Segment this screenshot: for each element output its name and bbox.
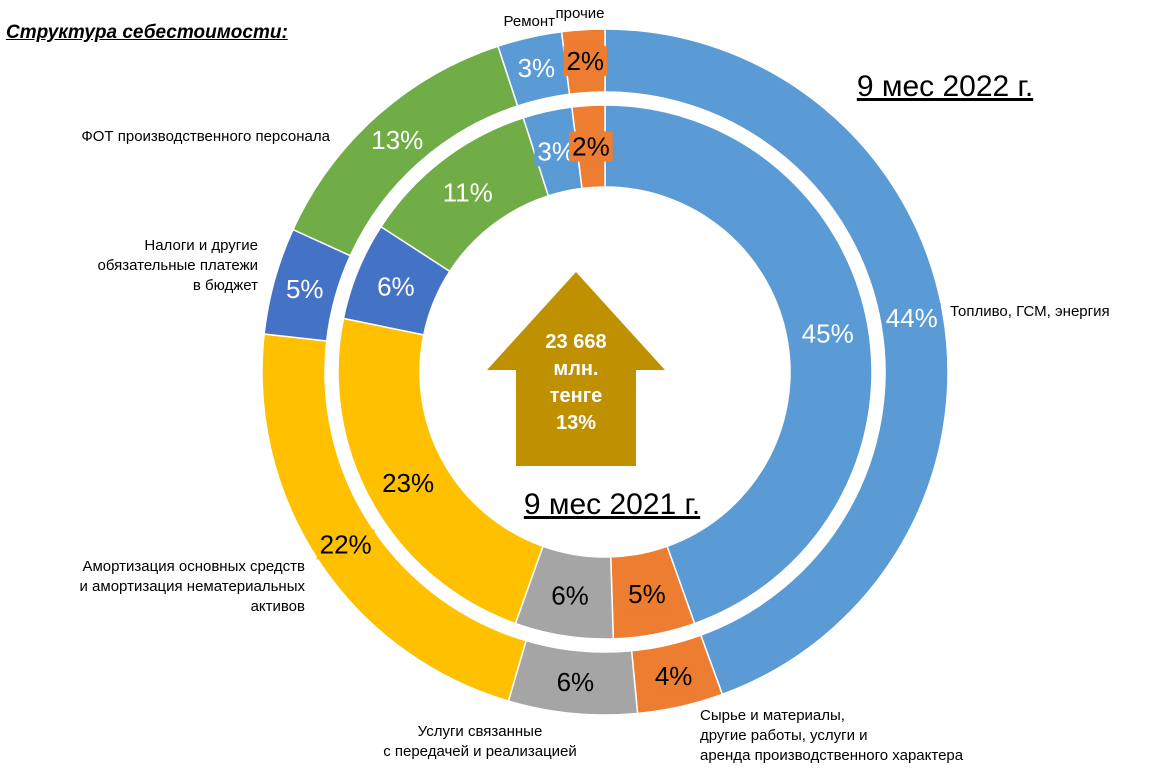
value-label-group: 45% [798,318,857,349]
value-label-box [569,131,613,162]
category-label: ФОТ производственного персонала [81,128,330,145]
value-label: 5% [286,274,324,304]
value-label-group: 5% [282,273,327,304]
category-label: Налоги и другие обязательные платежи в б… [97,237,258,294]
value-label-group: 5% [625,579,669,610]
value-label: 5% [628,579,666,609]
arrow [487,272,665,466]
value-label-group: 6% [553,667,598,698]
center-label: 13% [556,412,596,434]
value-label-box [882,302,941,333]
value-label: 44% [886,303,938,333]
value-label-group: 13% [368,124,427,155]
value-label: 6% [557,667,595,697]
value-label-box [374,271,418,302]
value-label-group: 44% [882,302,941,333]
category-label: Амортизация основных средств и амортизац… [79,558,305,615]
chart-title: Структура себестоимости: [6,22,288,43]
value-label-group: 3% [514,53,559,84]
value-label-box [439,177,496,208]
value-label: 3% [518,53,556,83]
value-label: 11% [443,178,493,208]
value-label-box [553,667,598,698]
donut-segment [604,28,949,696]
center-label: 23 668 [545,331,606,353]
value-label-box [548,580,592,611]
category-label: Ремонт [503,13,556,30]
category-label: Сырье и материалы, другие работы, услуги… [700,707,964,764]
series-name: 9 мес 2022 г. [857,70,1033,103]
value-label: 23% [382,468,434,498]
donut-segment [337,317,544,625]
value-label: 3% [537,136,575,166]
value-label-group: 22% [316,529,375,560]
value-label: 2% [566,46,604,76]
category-label: Топливо, ГСМ, энергия [950,303,1110,320]
value-label-group: 6% [548,580,592,611]
value-label-box [625,579,669,610]
value-label: 13% [371,125,423,155]
series-name: 9 мес 2021 г. [524,488,700,521]
value-label-box [379,467,438,498]
value-label-box [282,273,327,304]
value-label-box [368,124,427,155]
value-label: 22% [320,530,372,560]
value-label: 6% [551,580,589,610]
value-label-group: 4% [651,660,696,691]
value-label: 4% [655,661,693,691]
category-label: прочие [555,5,605,22]
value-label-box [514,53,559,84]
value-label-box [563,46,608,77]
value-label-box [798,318,857,349]
category-label: Услуги связанные с передачей и реализаци… [383,723,577,760]
center-label: млн. [553,358,598,380]
donut-segment [604,104,873,625]
value-label-box [316,529,375,560]
value-label: 45% [802,319,854,349]
value-label-group: 11% [439,177,496,208]
value-label: 2% [572,131,610,161]
center-label: тенге [550,385,602,407]
value-label-group: 6% [374,271,418,302]
value-label-box [651,660,696,691]
value-label-group: 23% [379,467,438,498]
value-label: 6% [377,271,415,301]
value-label-group: 2% [563,46,608,77]
value-label-group: 2% [569,131,613,162]
